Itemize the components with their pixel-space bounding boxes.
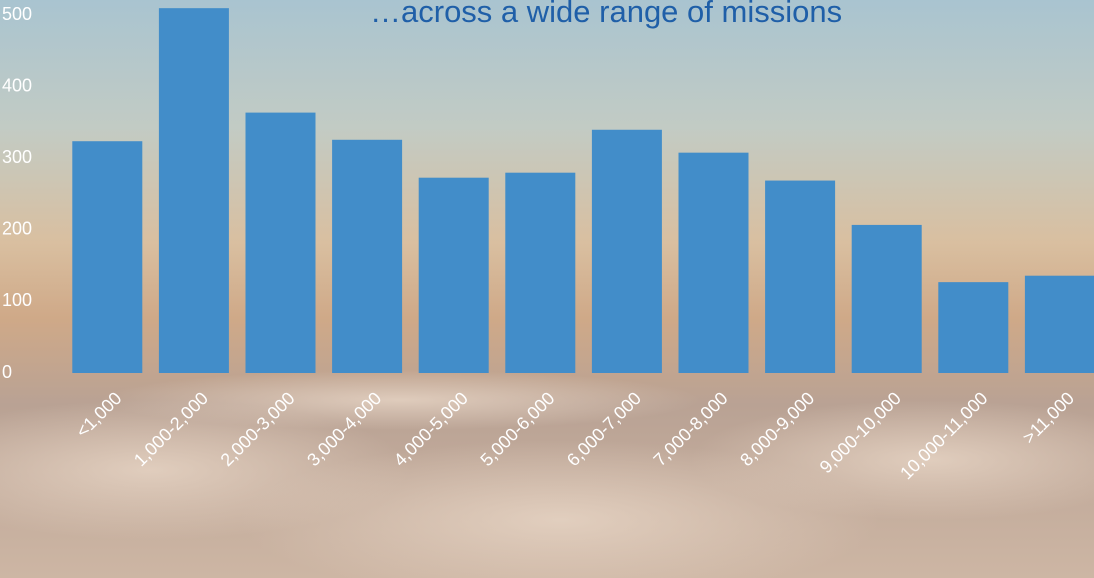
bar (765, 180, 836, 373)
clouds (0, 370, 1094, 578)
bar (72, 141, 143, 373)
y-tick-label: 400 (2, 76, 32, 96)
bar (418, 177, 489, 373)
bar (938, 282, 1009, 373)
y-tick-label: 300 (2, 147, 32, 167)
y-tick-label: 0 (2, 362, 12, 382)
chart-title: …across a wide range of missions (370, 0, 842, 29)
y-tick-label: 500 (2, 4, 32, 24)
y-tick-label: 200 (2, 219, 32, 239)
bar (332, 139, 403, 373)
bar (591, 129, 662, 373)
bar (505, 172, 576, 373)
bar (678, 152, 749, 373)
y-tick-label: 100 (2, 290, 32, 310)
bar (1024, 275, 1094, 373)
bar (158, 8, 229, 374)
bar (851, 224, 922, 373)
bar (245, 112, 316, 373)
